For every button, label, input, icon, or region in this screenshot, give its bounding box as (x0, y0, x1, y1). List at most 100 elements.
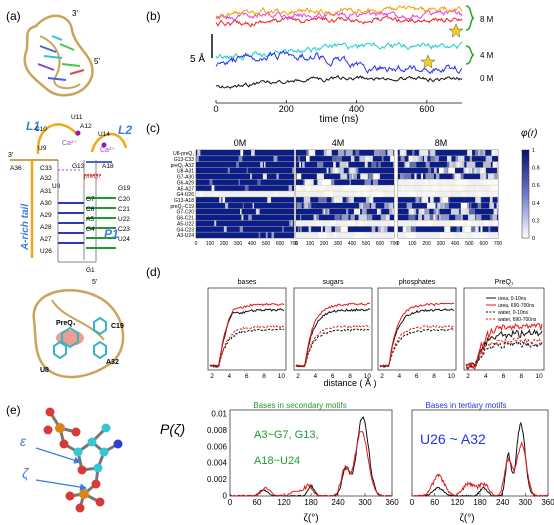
nt-A5: A5 (86, 216, 94, 223)
d-curve-water-early (466, 340, 543, 369)
c-row-label: A5-A27 (177, 186, 194, 192)
heatmap-cell (335, 155, 343, 162)
d-curve-water-late (465, 337, 543, 369)
heatmap-cell (436, 202, 445, 209)
c-x-tick-label: 0 (397, 241, 400, 247)
heatmap-cell (223, 226, 227, 233)
heatmap-cell (456, 226, 461, 233)
heatmap-cell (398, 191, 498, 197)
ion-marker (101, 142, 107, 148)
rna-3d-cartoon: 3' 5' (23, 9, 100, 97)
heatmap-cell (487, 173, 494, 180)
heatmap-cell (388, 202, 393, 209)
heatmap-cell (480, 226, 483, 233)
heatmap-cell (470, 226, 478, 233)
d-curve-water-early (380, 328, 455, 368)
heatmap-cell (457, 155, 465, 162)
heatmap-cell (250, 173, 252, 180)
heatmap-cell (475, 196, 479, 203)
nt-U14: U14 (98, 131, 110, 138)
heatmap-cell (282, 226, 284, 233)
heatmap-cell (408, 155, 417, 162)
heatmap-cell (314, 214, 317, 221)
heatmap-cell (376, 208, 380, 215)
d-subplot-frame (293, 287, 373, 371)
d-x-tick-label: 6 (245, 373, 249, 380)
e-x-tick-label: 120 (451, 498, 465, 507)
heatmap-cell (440, 196, 449, 203)
e-y-tick-label: 0.002 (207, 475, 228, 484)
pocket-label-preq1: PreQ₁ (56, 320, 76, 327)
heatmap-cell (326, 167, 329, 174)
c-x-tick-label: 500 (362, 241, 371, 247)
c-row-label: G13-A18 (174, 198, 194, 204)
heatmap-cell (467, 226, 472, 233)
heatmap-cell (430, 150, 435, 156)
heatmap-cell (302, 161, 305, 168)
colorbar-title: φ(r) (521, 128, 538, 139)
heatmap-cell (304, 179, 314, 186)
d-x-tick-label: 2 (466, 373, 470, 380)
heatmap-cell (240, 150, 244, 156)
heatmap-cell (392, 208, 394, 215)
heatmap-cell (308, 150, 316, 156)
nt-U24: U24 (118, 236, 130, 243)
heatmap-cell (276, 173, 279, 180)
trace-8m-red (215, 15, 463, 28)
brace-8m (465, 5, 475, 31)
e-y-label: P(ζ) (160, 421, 185, 437)
heatmap-cell (424, 155, 428, 162)
heatmap-cell (470, 167, 477, 174)
heatmap-cell (426, 202, 436, 209)
heatmap-cell (242, 214, 244, 221)
panel-d-label: (d) (146, 265, 161, 279)
heatmap-cell (455, 214, 463, 221)
d-x-tick-label: 4 (398, 373, 402, 380)
e-x-tick-label: 60 (430, 498, 439, 507)
nt-A27: A27 (40, 236, 52, 243)
d-subplot-title: bases (238, 279, 257, 286)
nt-A29: A29 (40, 212, 52, 219)
e-left-title: Bases in secondary motifs (253, 401, 346, 410)
condition-8m: 8 M (480, 15, 494, 24)
d-x-tick-label: 8 (432, 373, 436, 380)
heatmap-cell (474, 167, 481, 174)
heatmap-cell (260, 161, 263, 168)
d-x-tick-label: 4 (484, 373, 488, 380)
heatmap-cell (251, 150, 255, 156)
heatmap-cell (360, 155, 369, 162)
c-header-0m: 0M (234, 138, 247, 148)
pocket-label-u8: U8 (40, 367, 49, 374)
ion-label-1: Ca²⁺ (62, 139, 77, 147)
heatmap-cell (406, 161, 410, 168)
d-x-tick-label: 2 (380, 373, 384, 380)
heatmap-cell (466, 161, 476, 168)
heatmap-cell (492, 173, 498, 180)
b-x-tick-label: 0 (213, 104, 218, 114)
heatmap-cell (292, 167, 294, 174)
heatmap-cell (408, 208, 414, 215)
heatmap-cell (332, 155, 336, 162)
e-right-annotation: U26 ~ A32 (420, 431, 486, 447)
d-subplot-frame (207, 287, 287, 371)
heatmap-cell (412, 150, 415, 156)
e-x-tick-label: 360 (385, 498, 399, 507)
heatmap-cell (333, 196, 343, 203)
nt-A30: A30 (40, 200, 52, 207)
heatmap-cell (483, 161, 491, 168)
d-subplot-frame (463, 287, 545, 371)
heatmap-cell (340, 226, 348, 233)
heatmap-cell (460, 208, 469, 215)
d-x-tick-label: 6 (415, 373, 419, 380)
d-curve-water-late (379, 324, 455, 368)
heatmap-cell (224, 202, 229, 209)
heatmap-cell (404, 161, 407, 168)
heatmap-cell (239, 226, 243, 233)
heatmap-cell (421, 196, 429, 203)
c-row-label: G6-C21 (176, 216, 194, 222)
heatmap-cell (222, 196, 226, 203)
heatmap-cell (337, 150, 345, 156)
c-x-tick-label: 600 (376, 241, 385, 247)
d-curve-water-late (209, 324, 284, 368)
nt-C20: C20 (118, 196, 130, 203)
